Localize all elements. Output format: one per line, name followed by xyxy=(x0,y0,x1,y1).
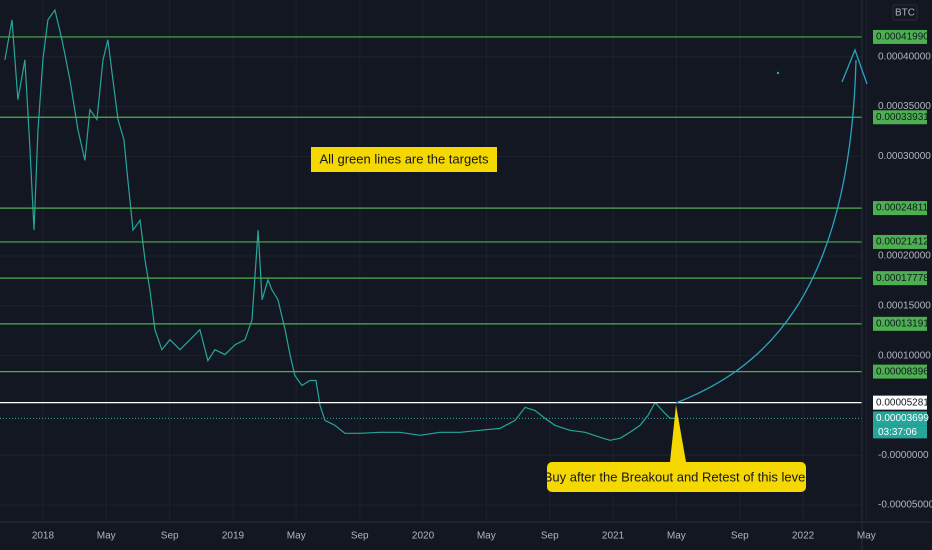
projection-arrow xyxy=(675,59,857,404)
x-tick-label: Sep xyxy=(161,531,179,542)
target-label: 0.00021412 xyxy=(876,237,929,248)
callout-pointer xyxy=(670,405,686,462)
breakout-label: 0.00005281 xyxy=(876,397,929,408)
target-box xyxy=(873,271,927,286)
target-box xyxy=(873,234,927,249)
callout-box xyxy=(547,462,806,492)
y-tick-label: 0.00030000 xyxy=(878,151,931,162)
x-tick-label: 2018 xyxy=(32,531,55,542)
x-tick-label: May xyxy=(667,531,686,542)
target-box xyxy=(873,364,927,379)
target-box xyxy=(873,29,927,44)
y-tick-label: 0.00040000 xyxy=(878,51,931,62)
plot xyxy=(0,8,862,441)
breakout-box xyxy=(873,395,927,410)
x-tick-label: 2019 xyxy=(222,531,245,542)
x-tick-label: May xyxy=(287,531,306,542)
target-box xyxy=(873,316,927,331)
dot xyxy=(776,71,780,75)
callout: Buy after the Breakout and Retest of thi… xyxy=(544,469,809,484)
x-tick-label: Sep xyxy=(541,531,559,542)
target-label: 0.00024811 xyxy=(876,203,929,214)
y-tick-label: 0.00010000 xyxy=(878,350,931,361)
note-box xyxy=(311,147,497,172)
y-tick-label: -0.0000000 xyxy=(878,450,929,461)
price-axis: 0.00040000 0.00035000 0.00030000 0.00020000… xyxy=(32,29,932,542)
grid xyxy=(0,0,867,520)
y-tick-label: 0.00035000 xyxy=(878,101,931,112)
x-tick-label: May xyxy=(97,531,116,542)
x-tick-label: May xyxy=(857,531,876,542)
y-tick-label: -0.00005000 xyxy=(878,500,932,511)
x-tick-label: 2022 xyxy=(792,531,815,542)
countdown-box xyxy=(873,425,927,439)
x-tick-label: 2021 xyxy=(602,531,625,542)
target-label: 0.00008396 xyxy=(876,366,929,377)
x-tick-label: May xyxy=(477,531,496,542)
x-tick-label: Sep xyxy=(731,531,749,542)
target-label: 0.00033931 xyxy=(876,112,929,123)
target-label: 0.00041990 xyxy=(876,32,929,43)
last-price-box xyxy=(873,411,927,426)
note: All green lines are the targets xyxy=(319,151,489,166)
price-line xyxy=(4,8,675,441)
target-box xyxy=(873,110,927,125)
arrow-head xyxy=(841,48,868,85)
target-label: 0.00013191 xyxy=(876,318,929,329)
unit: BTC xyxy=(895,8,915,19)
x-tick-label: 2020 xyxy=(412,531,435,542)
y-tick-label: 0.00020000 xyxy=(878,251,931,262)
x-tick-label: Sep xyxy=(351,531,369,542)
target-label: 0.00017778 xyxy=(876,273,929,284)
countdown: 03:37:06 xyxy=(878,427,917,438)
last-price-label: 0.00003699 xyxy=(876,413,929,424)
target-box xyxy=(873,201,927,216)
y-tick-label: 0.00015000 xyxy=(878,300,931,311)
unit-box xyxy=(892,4,918,21)
